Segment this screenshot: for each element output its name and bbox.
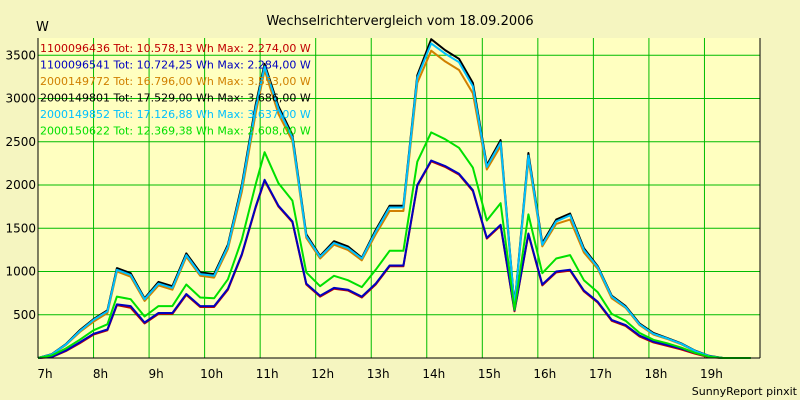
- y-tick-label-500: 500: [13, 308, 36, 322]
- tick-labels: 7h 8h 9h 10h 11h 12h 13h 14h 15h 16h 17h 18h 19h 500 1…: [5, 48, 722, 381]
- axes: [37, 38, 761, 359]
- chart-title: Wechselrichtervergleich vom 18.09.2006: [266, 14, 533, 29]
- legend-entry-2000149852: 2000149852 Tot: 17.126,88 Wh Max: 3.637,…: [40, 108, 311, 121]
- legend-entry-2000149801: 2000149801 Tot: 17.529,00 Wh Max: 3.686,…: [40, 92, 311, 105]
- x-tick-label-18h: 18h: [644, 367, 667, 381]
- x-tick-label-14h: 14h: [422, 367, 445, 381]
- y-tick-label-2500: 2500: [5, 135, 36, 149]
- x-tick-label-11h: 11h: [256, 367, 279, 381]
- x-tick-label-17h: 17h: [589, 367, 612, 381]
- x-tick-label-12h: 12h: [311, 367, 334, 381]
- y-axis-unit-label: W: [36, 20, 49, 35]
- legend: 1100096436 Tot: 10.578,13 Wh Max: 2.274,…: [40, 42, 311, 138]
- series-line-2000150622: [37, 131, 751, 359]
- y-tick-label-1000: 1000: [5, 265, 36, 279]
- x-tick-label-16h: 16h: [533, 367, 556, 381]
- legend-entry-2000150622: 2000150622 Tot: 12.369,38 Wh Max: 2.608,…: [40, 125, 311, 138]
- series-line-2000149852: [37, 42, 751, 359]
- y-tick-label-3000: 3000: [5, 92, 36, 106]
- y-tick-label-3500: 3500: [5, 48, 36, 62]
- legend-entry-1100096541: 1100096541 Tot: 10.724,25 Wh Max: 2.284,…: [40, 59, 311, 72]
- footer-credit: SunnyReport pinxit: [692, 385, 798, 398]
- x-tick-label-8h: 8h: [93, 367, 108, 381]
- series-lines: [37, 38, 751, 359]
- x-tick-label-19h: 19h: [700, 367, 723, 381]
- x-tick-label-10h: 10h: [200, 367, 223, 381]
- series-line-1100096541: [37, 159, 751, 359]
- y-tick-label-1500: 1500: [5, 221, 36, 235]
- plot-area: [38, 38, 760, 358]
- y-tick-label-2000: 2000: [5, 178, 36, 192]
- x-tick-label-9h: 9h: [148, 367, 163, 381]
- x-tick-label-7h: 7h: [37, 367, 52, 381]
- legend-entry-2000149772: 2000149772 Tot: 16.796,00 Wh Max: 3.553,…: [40, 75, 311, 88]
- x-tick-label-13h: 13h: [367, 367, 390, 381]
- legend-entry-1100096436: 1100096436 Tot: 10.578,13 Wh Max: 2.274,…: [40, 42, 311, 55]
- x-tick-label-15h: 15h: [478, 367, 501, 381]
